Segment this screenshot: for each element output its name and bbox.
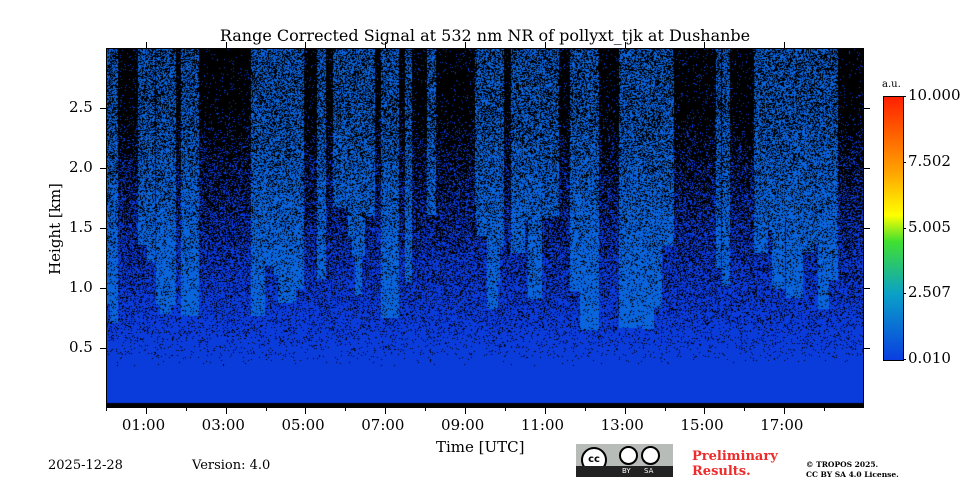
x-minor-tick (106, 408, 107, 411)
x-tick (624, 408, 626, 414)
y-tick (100, 168, 106, 169)
x-tick-top (305, 42, 307, 48)
colorbar-tick (902, 96, 906, 97)
colorbar-tick-label: 10.000 (908, 86, 960, 104)
x-axis-label: Time [UTC] (436, 438, 525, 456)
colorbar-tick-label: 7.502 (908, 151, 951, 170)
colorbar-unit: a.u. (882, 79, 901, 90)
x-tick-top (225, 42, 227, 48)
x-tick-label: 09:00 (441, 416, 485, 434)
y-tick-label: 1.5 (69, 218, 93, 236)
x-tick-label: 07:00 (361, 416, 405, 434)
version-label: Version: 4.0 (192, 458, 271, 473)
y-tick (100, 348, 106, 349)
x-tick-label: 13:00 (600, 416, 644, 434)
y-tick-label: 0.5 (69, 338, 93, 356)
x-minor-tick (504, 408, 506, 411)
x-tick-top (544, 42, 546, 48)
x-minor-tick (185, 408, 187, 411)
x-tick (784, 408, 786, 414)
x-tick-label: 05:00 (281, 416, 325, 434)
x-tick (465, 408, 467, 414)
x-tick (544, 408, 546, 414)
copyright-line: © TROPOS 2025. (806, 460, 879, 469)
x-minor-tick (425, 408, 427, 411)
colorbar (883, 96, 904, 361)
y-tick-label: 2.0 (69, 158, 93, 176)
preliminary-notice: Preliminary Results. (692, 449, 778, 479)
chart-title: Range Corrected Signal at 532 nm NR of p… (219, 26, 751, 45)
colorbar-tick (902, 359, 906, 360)
y-tick-right (864, 228, 870, 229)
y-tick-right (864, 108, 870, 109)
colorbar-tick (902, 161, 906, 163)
x-tick-top (385, 42, 387, 48)
y-tick-right (864, 168, 870, 169)
x-tick-top (784, 42, 786, 48)
plot-frame (106, 48, 864, 408)
x-minor-tick (824, 408, 826, 411)
x-minor-tick (345, 408, 347, 411)
prelim-line-1: Preliminary (692, 449, 778, 464)
x-tick-top (465, 42, 467, 48)
x-tick-label: 11:00 (520, 416, 565, 434)
y-tick-label: 1.0 (69, 278, 93, 296)
colorbar-tick (902, 227, 906, 229)
x-tick-label: 17:00 (760, 416, 804, 434)
y-tick-label: 2.5 (69, 98, 93, 116)
x-tick (145, 408, 147, 414)
x-tick (704, 408, 706, 414)
x-tick (225, 408, 227, 414)
x-minor-tick (584, 408, 586, 411)
y-tick (100, 288, 106, 289)
x-minor-tick (744, 408, 746, 411)
x-tick (305, 408, 307, 414)
license-line: CC BY SA 4.0 License. (806, 470, 899, 479)
x-tick-label: 15:00 (680, 416, 724, 434)
cc-sa-text: SA (644, 467, 654, 475)
sa-share-icon (641, 446, 660, 465)
x-tick-top (704, 42, 706, 48)
y-tick-right (864, 288, 870, 289)
x-tick (385, 408, 387, 414)
colorbar-tick-label: 2.507 (908, 283, 951, 302)
x-tick-top (624, 42, 626, 48)
cc-label-bar: BY SA (576, 466, 673, 477)
cc-by-text: BY (622, 467, 631, 475)
colorbar-tick (902, 293, 906, 295)
y-tick-right (864, 348, 870, 349)
prelim-line-2: Results. (692, 464, 751, 479)
x-minor-tick (664, 408, 666, 411)
heatmap-canvas (106, 48, 864, 408)
x-minor-tick (265, 408, 267, 411)
y-tick (100, 228, 106, 229)
y-axis-label: Height [km] (46, 183, 64, 275)
date-label: 2025-12-28 (48, 458, 123, 473)
x-tick-label: 01:00 (121, 416, 166, 434)
x-tick-top (145, 42, 147, 48)
y-tick (100, 108, 106, 109)
colorbar-tick-label: 0.010 (908, 349, 951, 367)
colorbar-tick-label: 5.005 (908, 217, 951, 236)
copyright: © TROPOS 2025. CC BY SA 4.0 License. (806, 460, 899, 480)
by-person-icon (619, 446, 638, 465)
x-tick-label: 03:00 (201, 416, 245, 434)
